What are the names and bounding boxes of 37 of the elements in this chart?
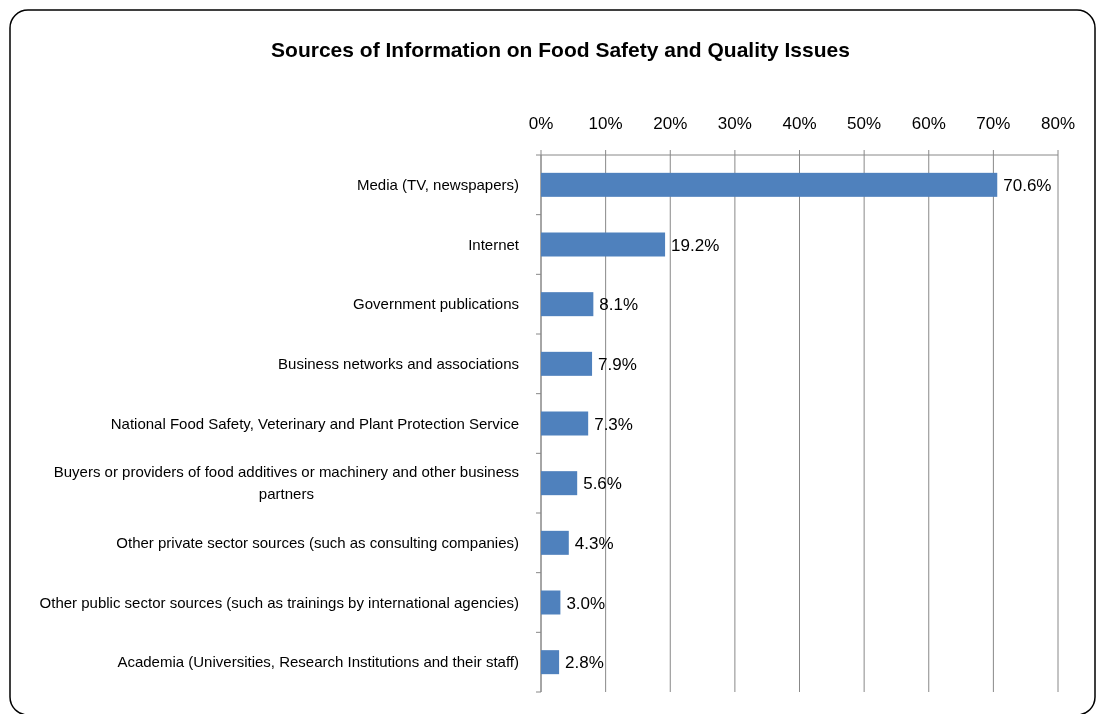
x-tick-label: 20%: [653, 114, 688, 133]
bar: [541, 650, 560, 675]
data-label: 5.6%: [583, 474, 622, 494]
x-tick-label: 50%: [847, 114, 882, 133]
x-tick-label: 80%: [1040, 114, 1076, 133]
y-tick-label: Academia (Universities, Research Institutions and their staff): [117, 653, 520, 671]
data-label: 19.2%: [671, 235, 720, 255]
y-tick-label: Other private sector sources (such as consulting companies): [116, 533, 519, 551]
data-label: 4.3%: [574, 533, 614, 553]
y-tick-label: Buyers or providers of food additives or machinery and other business partners: [53, 463, 519, 503]
x-tick-label: 70%: [976, 114, 1011, 133]
bar: [541, 351, 593, 376]
bar: [541, 590, 561, 615]
y-tick-label: Government publications: [353, 295, 520, 313]
y-tick-label: National Food Safety, Veterinary and Plant Protection Service: [110, 414, 519, 432]
bar: [541, 232, 666, 257]
x-tick-label: 40%: [782, 114, 817, 133]
bar: [541, 411, 589, 436]
data-label: 3.0%: [566, 593, 606, 613]
data-label: 7.9%: [598, 354, 637, 374]
bar: [541, 471, 578, 496]
data-label: 2.8%: [565, 653, 604, 673]
x-tick-label: 0%: [528, 114, 554, 133]
bar: [541, 530, 569, 555]
y-tick-label: Business networks and associations: [278, 354, 519, 372]
bar: [541, 292, 594, 317]
x-tick-label: 10%: [588, 114, 623, 133]
y-tick-label: Media (TV, newspapers): [356, 175, 520, 193]
chart-title: Sources of Information on Food Safety and Quality Issues: [271, 38, 850, 61]
x-tick-label: 60%: [911, 114, 946, 133]
x-tick-label: 30%: [717, 114, 752, 133]
data-label: 8.1%: [599, 295, 639, 315]
bar: [541, 172, 998, 197]
data-label: 7.3%: [594, 414, 633, 434]
y-tick-label: Internet: [468, 235, 520, 253]
y-tick-label: Other public sector sources (such as trainings by international agencies): [39, 593, 520, 611]
data-label: 70.6%: [1003, 175, 1052, 195]
